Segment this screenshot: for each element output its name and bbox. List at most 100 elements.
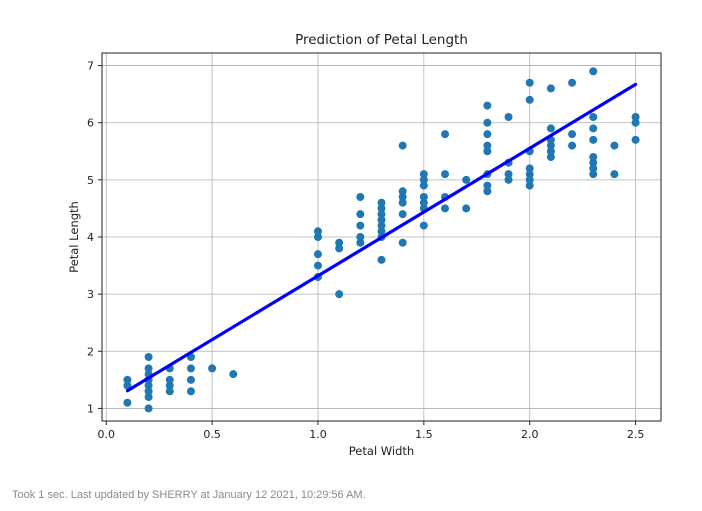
data-point xyxy=(441,170,450,179)
data-point xyxy=(144,364,153,373)
data-point xyxy=(546,124,555,133)
data-point xyxy=(504,113,513,121)
data-point xyxy=(144,381,153,390)
data-point xyxy=(631,113,640,121)
data-point xyxy=(483,130,492,139)
data-point xyxy=(419,221,428,230)
data-point xyxy=(589,135,598,144)
data-point xyxy=(419,198,428,207)
data-point xyxy=(313,227,322,236)
data-point xyxy=(589,153,598,161)
regression-line xyxy=(125,82,638,393)
data-point xyxy=(377,198,386,207)
x-axis-label: Petal Width xyxy=(349,444,414,458)
y-tick-label: 6 xyxy=(87,117,94,130)
data-point xyxy=(313,250,322,259)
data-point xyxy=(546,147,555,156)
regression-line-layer xyxy=(125,82,638,393)
y-tick-label: 1 xyxy=(87,402,94,415)
x-axis-ticks: 0.0 0.5 1.0 1.5 2.0 2.5 xyxy=(97,421,644,441)
x-tick-label: 0.5 xyxy=(203,428,221,441)
data-point xyxy=(589,124,598,133)
data-point xyxy=(186,375,195,384)
data-point xyxy=(165,387,174,396)
data-point xyxy=(546,141,555,150)
data-point xyxy=(186,364,195,373)
data-point xyxy=(483,187,492,196)
data-point xyxy=(610,170,619,179)
data-point xyxy=(525,175,534,184)
data-point xyxy=(589,113,598,121)
data-points xyxy=(123,67,640,413)
data-point xyxy=(419,193,428,201)
data-point xyxy=(377,210,386,219)
y-tick-label: 5 xyxy=(87,174,94,187)
y-tick-label: 2 xyxy=(87,345,94,358)
data-point xyxy=(144,353,153,361)
data-point xyxy=(123,375,132,384)
chart-title: Prediction of Petal Length xyxy=(295,32,468,48)
data-point xyxy=(525,78,534,87)
y-axis-label: Petal Length xyxy=(67,201,81,273)
data-point xyxy=(398,238,407,247)
data-point xyxy=(165,381,174,390)
data-point xyxy=(398,193,407,201)
data-point xyxy=(568,141,577,150)
data-point xyxy=(398,187,407,196)
data-point xyxy=(356,233,365,241)
data-point xyxy=(377,204,386,213)
data-point xyxy=(546,153,555,161)
data-point xyxy=(631,118,640,127)
data-point xyxy=(356,193,365,201)
data-point xyxy=(335,290,344,299)
data-point xyxy=(504,175,513,184)
data-point xyxy=(144,404,153,413)
data-point xyxy=(123,381,132,390)
data-point xyxy=(398,141,407,150)
y-tick-label: 4 xyxy=(87,231,94,244)
data-point xyxy=(144,387,153,396)
data-point xyxy=(483,147,492,156)
data-point xyxy=(589,158,598,167)
data-point xyxy=(313,233,322,241)
y-tick-label: 3 xyxy=(87,288,94,301)
x-tick-label: 0.0 xyxy=(97,428,115,441)
data-point xyxy=(419,170,428,179)
data-point xyxy=(398,210,407,219)
x-tick-label: 2.0 xyxy=(521,428,539,441)
data-point xyxy=(483,118,492,127)
data-point xyxy=(144,393,153,401)
data-point xyxy=(377,227,386,236)
data-point xyxy=(441,204,450,213)
data-point xyxy=(229,370,238,379)
data-point xyxy=(589,170,598,179)
data-point xyxy=(525,95,534,104)
data-point xyxy=(610,141,619,150)
data-point xyxy=(483,141,492,150)
x-tick-label: 1.0 xyxy=(309,428,327,441)
data-point xyxy=(525,170,534,179)
data-point xyxy=(123,398,132,407)
data-point xyxy=(419,181,428,190)
data-point xyxy=(462,175,471,184)
scatter-chart: Prediction of Petal Length 0.0 0.5 1.0 1.5 2… xyxy=(67,32,662,458)
data-point xyxy=(568,78,577,87)
data-point xyxy=(483,181,492,190)
data-point xyxy=(525,164,534,173)
data-point xyxy=(504,170,513,179)
data-point xyxy=(589,164,598,173)
last-updated-status: Took 1 sec. Last updated by SHERRY at Ja… xyxy=(12,489,366,501)
data-point xyxy=(335,238,344,247)
data-point xyxy=(546,84,555,93)
data-point xyxy=(313,261,322,270)
data-point xyxy=(356,238,365,247)
y-axis-ticks: 1 2 3 4 5 6 7 xyxy=(87,60,102,415)
data-point xyxy=(208,364,217,373)
data-point xyxy=(377,221,386,230)
data-point xyxy=(186,387,195,396)
y-tick-label: 7 xyxy=(87,60,94,73)
x-tick-label: 2.5 xyxy=(627,428,645,441)
data-point xyxy=(525,181,534,190)
data-point xyxy=(377,215,386,224)
data-point xyxy=(462,204,471,213)
